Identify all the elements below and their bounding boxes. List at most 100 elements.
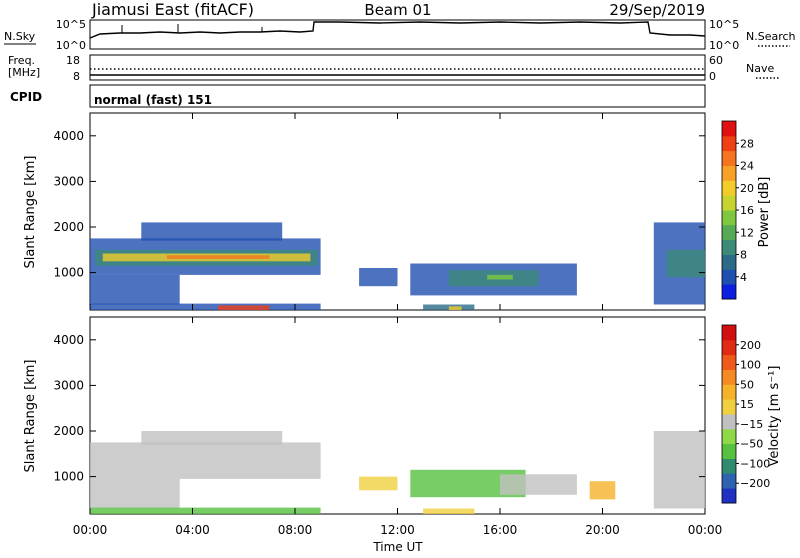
velocity-ytick-label: 2000 [53, 424, 84, 438]
freq-left-tick-bottom: 8 [73, 70, 80, 83]
velocity-region-1 [90, 478, 180, 509]
cpid-value: normal (fast) 151 [94, 93, 212, 107]
velocity-region-9 [423, 508, 475, 514]
velocity-region-0 [90, 442, 321, 479]
freq-left-label-1: Freq. [8, 54, 35, 67]
velocity-colorbar-swatch [722, 473, 736, 489]
power-ytick-label: 3000 [53, 174, 84, 188]
power-region-12 [90, 303, 321, 310]
power-colorbar-tick-label: 4 [740, 271, 747, 284]
power-colorbar-swatch [722, 135, 736, 152]
velocity-colorbar-tick-label: 200 [740, 339, 761, 352]
velocity-colorbar-swatch [722, 399, 736, 415]
x-axis-label: Time UT [372, 540, 423, 554]
x-tick-label: 04:00 [175, 523, 210, 537]
velocity-colorbar-label: Velocity [m s⁻¹] [767, 366, 782, 467]
power-colorbar: 28 24 20 16 12 8 4 [721, 120, 754, 300]
velocity-region-7 [653, 431, 706, 509]
power-region-6 [359, 268, 398, 287]
power-ylabel: Slant Range [km] [23, 156, 38, 269]
power-colorbar-swatch [722, 254, 736, 270]
velocity-colorbar-swatch [722, 414, 736, 430]
velocity-colorbar-tick-label: 100 [740, 359, 761, 372]
noise-left-tick-top: 10^5 [56, 18, 86, 31]
x-tick-label: 12:00 [380, 523, 415, 537]
station-title: Jiamusi East (fitACF) [91, 0, 254, 19]
power-colorbar-swatch [722, 121, 736, 137]
power-colorbar-swatch [722, 210, 736, 226]
power-ytick-label: 1000 [53, 266, 84, 280]
power-region-11 [666, 249, 705, 278]
power-colorbar-tick-label: 16 [740, 204, 754, 217]
power-colorbar-swatch [722, 195, 736, 211]
velocity-colorbar-frame [721, 324, 737, 504]
power-ytick-label: 2000 [53, 220, 84, 234]
noise-spikes [121, 24, 263, 33]
velocity-y-axis: 4000 3000 2000 1000 [53, 333, 705, 484]
velocity-ylabel: Slant Range [km] [23, 360, 38, 473]
freq-left-label-2: [MHz] [8, 66, 40, 79]
power-colorbar-tick-label: 24 [740, 160, 754, 173]
power-colorbar-swatch [722, 224, 736, 241]
power-region-14 [423, 304, 475, 310]
power-region-15 [448, 306, 462, 310]
velocity-colorbar-swatch [722, 354, 736, 370]
power-region-3 [166, 255, 270, 259]
power-marks [90, 222, 706, 310]
velocity-colorbar: 200 100 50 15 −15 −50 −100 −200 [721, 324, 770, 504]
velocity-colorbar-tick-label: −50 [740, 438, 763, 451]
power-ytick-label: 4000 [53, 129, 84, 143]
beam-title: Beam 01 [364, 1, 431, 19]
velocity-colorbar-tick-label: 50 [740, 378, 754, 391]
cpid-frame [89, 84, 706, 108]
power-colorbar-swatch [722, 150, 736, 166]
freq-right-label: Nave [746, 62, 774, 75]
velocity-panel: 4000 3000 2000 1000 Slant Range [km] 200 100… [23, 316, 782, 515]
velocity-colorbar-swatch [722, 369, 736, 385]
noise-sky-line [89, 21, 706, 39]
power-colorbar-swatch [722, 269, 736, 285]
velocity-colorbar-swatch [722, 384, 736, 400]
velocity-colorbar-swatch [722, 458, 736, 474]
noise-panel-frame [89, 19, 706, 50]
power-colorbar-tick-label: 28 [740, 137, 754, 150]
power-colorbar-swatch [722, 239, 736, 255]
power-colorbar-tick-label: 8 [740, 249, 747, 262]
power-colorbar-swatch [722, 284, 736, 300]
velocity-region-2 [141, 431, 283, 445]
velocity-colorbar-tick-label: 15 [740, 398, 754, 411]
noise-right-label: N.Search [746, 30, 796, 43]
time-x-axis: 00:00 04:00 08:00 12:00 16:00 20:00 00:00 [73, 113, 722, 537]
velocity-colorbar-swatch [722, 443, 736, 459]
date-title: 29/Sep/2019 [609, 1, 705, 19]
x-tick-label: 20:00 [585, 523, 620, 537]
velocity-ytick-label: 4000 [53, 333, 84, 347]
velocity-region-3 [359, 476, 398, 491]
power-region-13 [218, 305, 270, 310]
velocity-colorbar-swatch [722, 339, 736, 356]
noise-left-tick-bottom: 10^0 [56, 39, 86, 52]
noise-right-tick-top: 10^5 [709, 18, 739, 31]
velocity-region-5 [500, 474, 577, 495]
freq-left-tick-top: 18 [66, 54, 80, 67]
velocity-colorbar-swatch [722, 428, 736, 445]
freq-right-tick-top: 60 [709, 54, 723, 67]
velocity-colorbar-tick-label: −200 [740, 477, 770, 490]
power-region-9 [487, 274, 513, 280]
power-region-5 [141, 222, 283, 241]
power-region-4 [90, 274, 180, 305]
x-tick-label: 08:00 [278, 523, 313, 537]
power-colorbar-swatch [722, 165, 736, 181]
noise-left-label: N.Sky [4, 30, 36, 43]
velocity-region-6 [589, 481, 616, 500]
cpid-label: CPID [10, 90, 42, 104]
power-colorbar-tick-label: 12 [740, 226, 754, 239]
freq-panel-frame [89, 54, 706, 81]
velocity-colorbar-tick-label: −15 [740, 418, 763, 431]
velocity-ytick-label: 3000 [53, 378, 84, 392]
velocity-colorbar-swatch [722, 325, 736, 341]
velocity-marks [90, 431, 706, 514]
power-colorbar-tick-label: 20 [740, 182, 754, 195]
